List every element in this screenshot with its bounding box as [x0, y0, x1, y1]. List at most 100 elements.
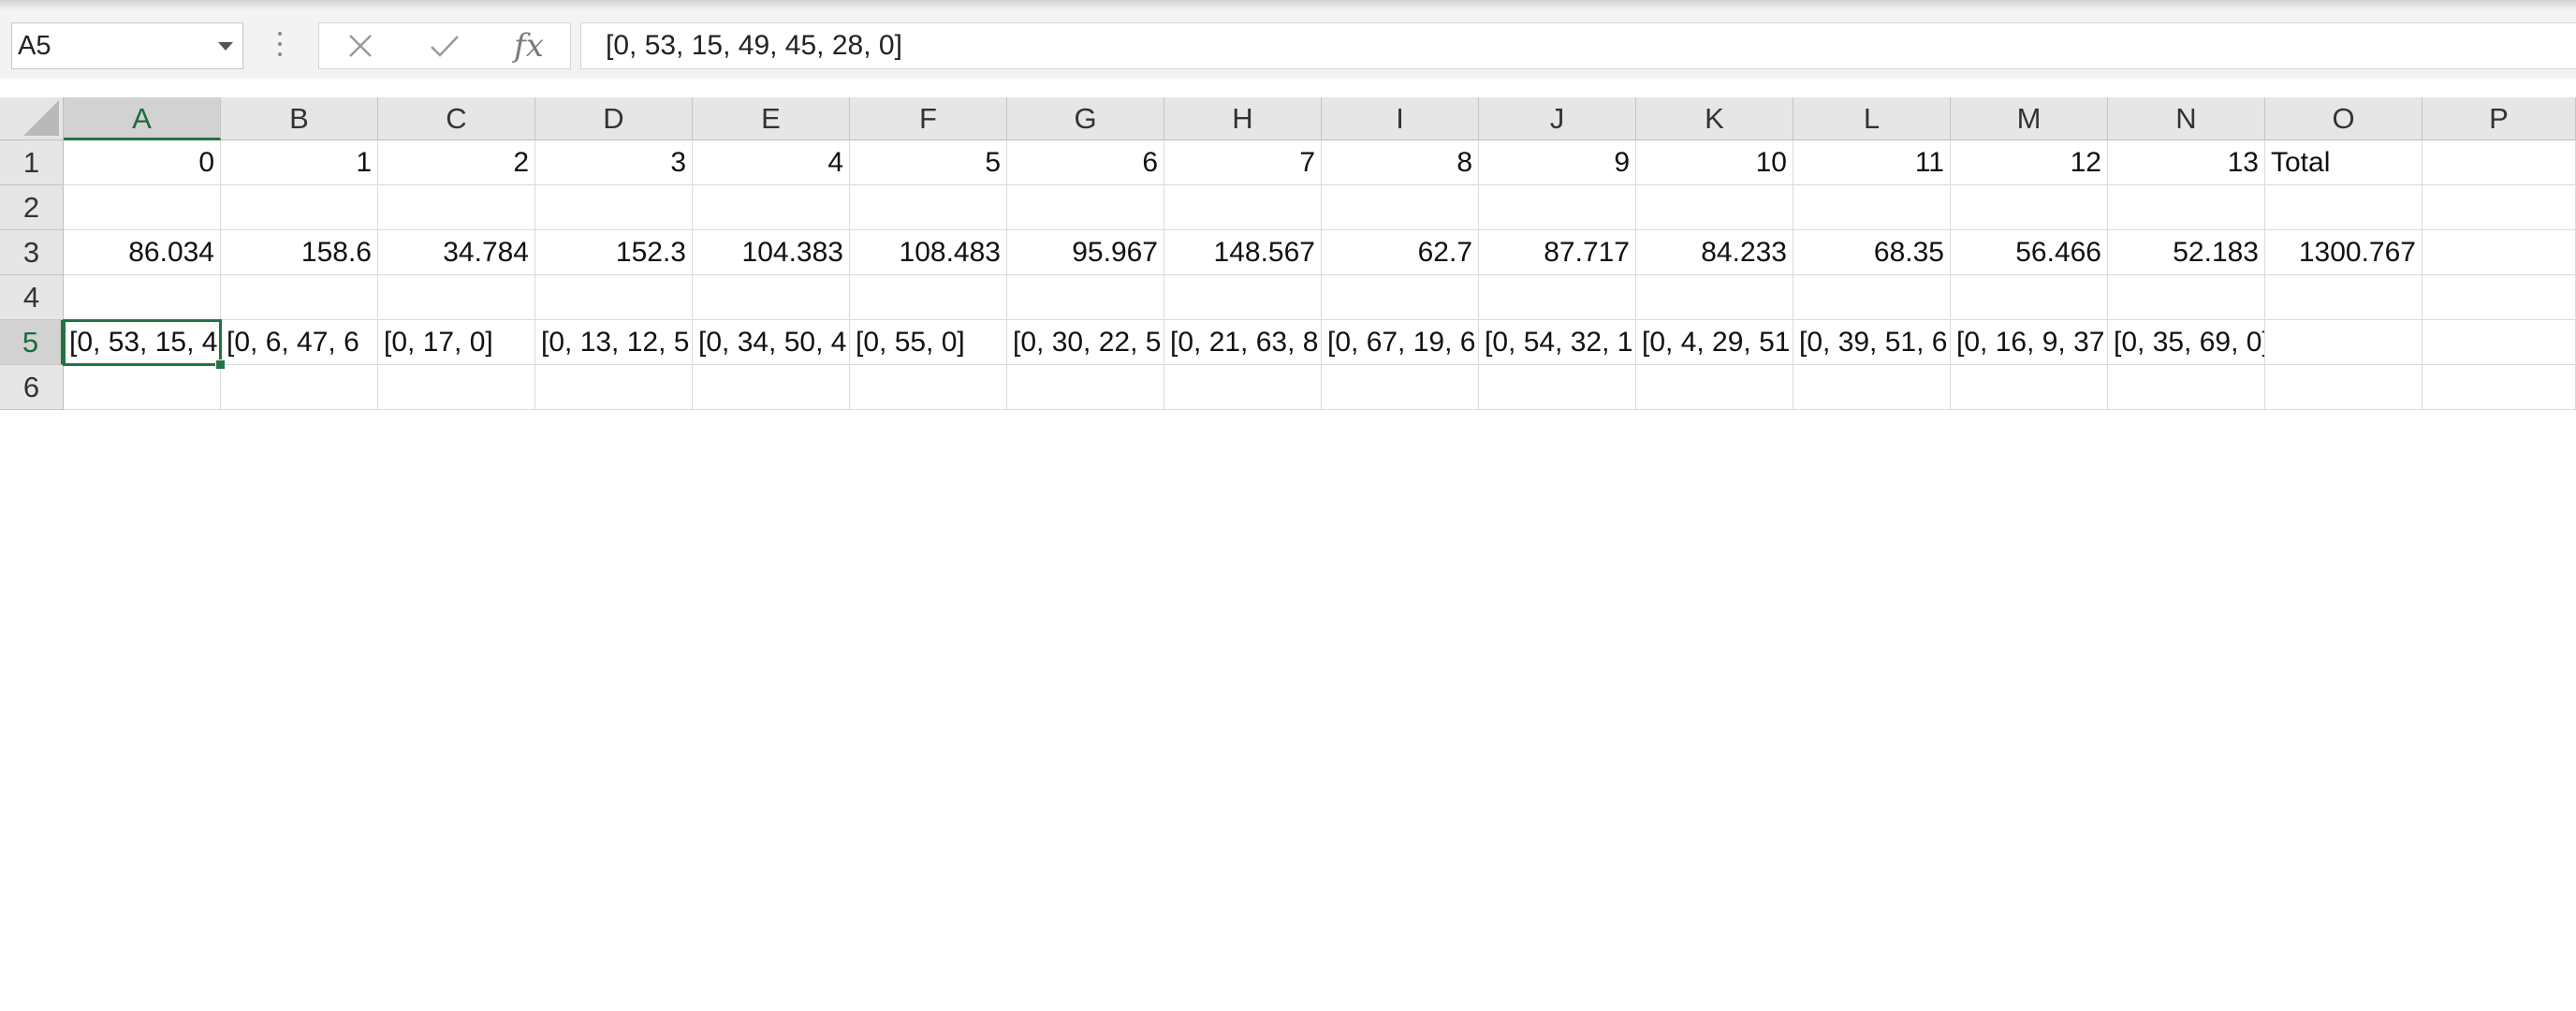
cell-i1[interactable]: 8: [1322, 140, 1479, 185]
cell-l4[interactable]: [1793, 275, 1951, 320]
cell-m6[interactable]: [1951, 365, 2108, 410]
cell-b2[interactable]: [221, 185, 378, 230]
column-header-e[interactable]: E: [693, 97, 850, 140]
cell-n1[interactable]: 13: [2108, 140, 2265, 185]
cell-c5[interactable]: [0, 17, 0]: [378, 320, 535, 365]
cell-j2[interactable]: [1479, 185, 1636, 230]
cell-d6[interactable]: [535, 365, 693, 410]
column-header-d[interactable]: D: [535, 97, 693, 140]
cell-h3[interactable]: 148.567: [1164, 230, 1322, 275]
cell-f4[interactable]: [850, 275, 1007, 320]
column-header-f[interactable]: F: [850, 97, 1007, 140]
cell-m5[interactable]: [0, 16, 9, 37: [1951, 320, 2108, 365]
cell-k6[interactable]: [1636, 365, 1793, 410]
cell-h4[interactable]: [1164, 275, 1322, 320]
name-box[interactable]: A5: [11, 22, 243, 69]
formula-input[interactable]: [0, 53, 15, 49, 45, 28, 0]: [580, 22, 2576, 69]
cell-d5[interactable]: [0, 13, 12, 5: [535, 320, 693, 365]
cell-d4[interactable]: [535, 275, 693, 320]
row-header-3[interactable]: 3: [0, 230, 64, 275]
column-header-h[interactable]: H: [1164, 97, 1322, 140]
cell-b5[interactable]: [0, 6, 47, 6: [221, 320, 378, 365]
cell-a5[interactable]: [0, 53, 15, 49, 45, 28, 0]: [63, 319, 222, 366]
cell-d1[interactable]: 3: [535, 140, 693, 185]
cell-i4[interactable]: [1322, 275, 1479, 320]
cell-l3[interactable]: 68.35: [1793, 230, 1951, 275]
column-header-b[interactable]: B: [221, 97, 378, 140]
cell-a1[interactable]: 0: [64, 140, 221, 185]
cell-n6[interactable]: [2108, 365, 2265, 410]
cell-a4[interactable]: [64, 275, 221, 320]
column-header-a[interactable]: A: [64, 97, 221, 140]
cell-m2[interactable]: [1951, 185, 2108, 230]
cell-f3[interactable]: 108.483: [850, 230, 1007, 275]
cell-l2[interactable]: [1793, 185, 1951, 230]
cell-h1[interactable]: 7: [1164, 140, 1322, 185]
cell-l1[interactable]: 11: [1793, 140, 1951, 185]
cell-b1[interactable]: 1: [221, 140, 378, 185]
cell-p4[interactable]: [2422, 275, 2576, 320]
cell-b6[interactable]: [221, 365, 378, 410]
cell-n4[interactable]: [2108, 275, 2265, 320]
cell-m4[interactable]: [1951, 275, 2108, 320]
cell-o6[interactable]: [2265, 365, 2422, 410]
cell-b3[interactable]: 158.6: [221, 230, 378, 275]
cell-g4[interactable]: [1007, 275, 1164, 320]
column-header-j[interactable]: J: [1479, 97, 1636, 140]
cell-j3[interactable]: 87.717: [1479, 230, 1636, 275]
cell-c2[interactable]: [378, 185, 535, 230]
close-icon[interactable]: [332, 23, 388, 68]
cell-j4[interactable]: [1479, 275, 1636, 320]
cell-f5[interactable]: [0, 55, 0]: [850, 320, 1007, 365]
cell-f1[interactable]: 5: [850, 140, 1007, 185]
cell-k3[interactable]: 84.233: [1636, 230, 1793, 275]
cell-l5[interactable]: [0, 39, 51, 6: [1793, 320, 1951, 365]
cell-g5[interactable]: [0, 30, 22, 5: [1007, 320, 1164, 365]
checkmark-icon[interactable]: [417, 23, 473, 68]
column-header-p[interactable]: P: [2422, 97, 2576, 140]
column-header-g[interactable]: G: [1007, 97, 1164, 140]
cell-c3[interactable]: 34.784: [378, 230, 535, 275]
column-header-m[interactable]: M: [1951, 97, 2108, 140]
cell-a2[interactable]: [64, 185, 221, 230]
fill-handle[interactable]: [215, 359, 226, 370]
cell-i5[interactable]: [0, 67, 19, 6: [1322, 320, 1479, 365]
cell-p3[interactable]: [2422, 230, 2576, 275]
cell-i3[interactable]: 62.7: [1322, 230, 1479, 275]
cell-k5[interactable]: [0, 4, 29, 51: [1636, 320, 1793, 365]
insert-function-button[interactable]: fx: [514, 27, 544, 65]
cell-b4[interactable]: [221, 275, 378, 320]
cell-h5[interactable]: [0, 21, 63, 8: [1164, 320, 1322, 365]
column-header-i[interactable]: I: [1322, 97, 1479, 140]
cell-g6[interactable]: [1007, 365, 1164, 410]
cell-k1[interactable]: 10: [1636, 140, 1793, 185]
cell-d3[interactable]: 152.3: [535, 230, 693, 275]
cell-c1[interactable]: 2: [378, 140, 535, 185]
row-header-2[interactable]: 2: [0, 185, 64, 230]
cell-m1[interactable]: 12: [1951, 140, 2108, 185]
cell-n2[interactable]: [2108, 185, 2265, 230]
cell-m3[interactable]: 56.466: [1951, 230, 2108, 275]
cell-j1[interactable]: 9: [1479, 140, 1636, 185]
cell-e4[interactable]: [693, 275, 850, 320]
cell-p5[interactable]: [2422, 320, 2576, 365]
cell-i2[interactable]: [1322, 185, 1479, 230]
cell-o3[interactable]: 1300.767: [2265, 230, 2422, 275]
cell-p6[interactable]: [2422, 365, 2576, 410]
cell-o5[interactable]: [2265, 320, 2422, 365]
column-header-n[interactable]: N: [2108, 97, 2265, 140]
column-header-l[interactable]: L: [1793, 97, 1951, 140]
cell-p1[interactable]: [2422, 140, 2576, 185]
cell-a6[interactable]: [64, 365, 221, 410]
cell-k4[interactable]: [1636, 275, 1793, 320]
row-header-4[interactable]: 4: [0, 275, 64, 320]
cell-g2[interactable]: [1007, 185, 1164, 230]
column-header-c[interactable]: C: [378, 97, 535, 140]
cell-j6[interactable]: [1479, 365, 1636, 410]
cell-g1[interactable]: 6: [1007, 140, 1164, 185]
cell-n5[interactable]: [0, 35, 69, 0]: [2108, 320, 2265, 365]
cell-c4[interactable]: [378, 275, 535, 320]
cell-p2[interactable]: [2422, 185, 2576, 230]
cell-a3[interactable]: 86.034: [64, 230, 221, 275]
cell-h2[interactable]: [1164, 185, 1322, 230]
